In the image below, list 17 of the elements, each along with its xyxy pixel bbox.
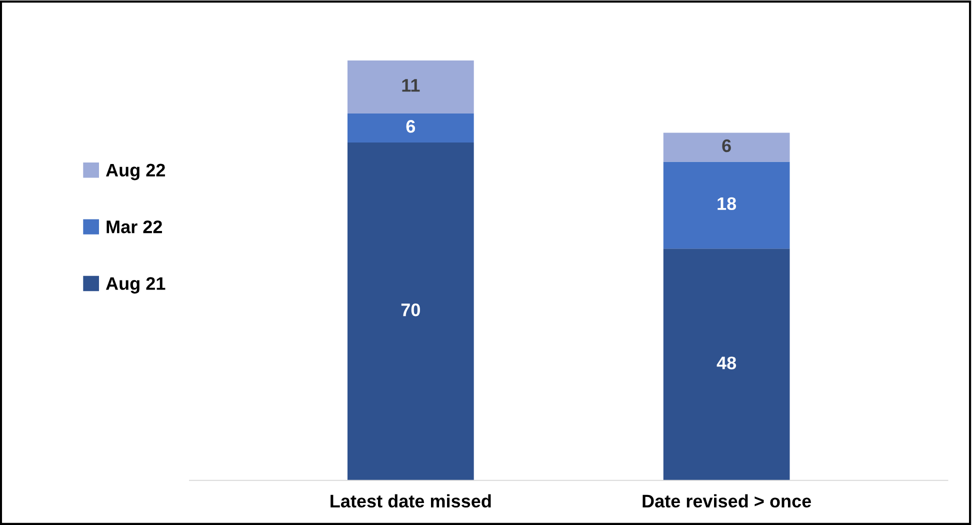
data-label: 6 [406,120,416,133]
bar [347,142,474,480]
data-label: 6 [722,139,731,152]
data-label: 11 [402,79,420,92]
bar [347,113,474,142]
bar [663,248,790,480]
legend-label: Aug 22 [106,164,165,180]
legend-label: Mar 22 [106,220,162,234]
bar [347,60,474,114]
bar [663,162,790,249]
data-label: 18 [718,197,736,210]
data-label: 48 [716,356,736,370]
bar [663,132,790,162]
legend-label: Aug 21 [106,277,166,294]
x-tick-label: Date revised > once [642,494,812,508]
data-label: 70 [401,303,420,316]
x-tick-label: Latest date missed [330,494,491,508]
